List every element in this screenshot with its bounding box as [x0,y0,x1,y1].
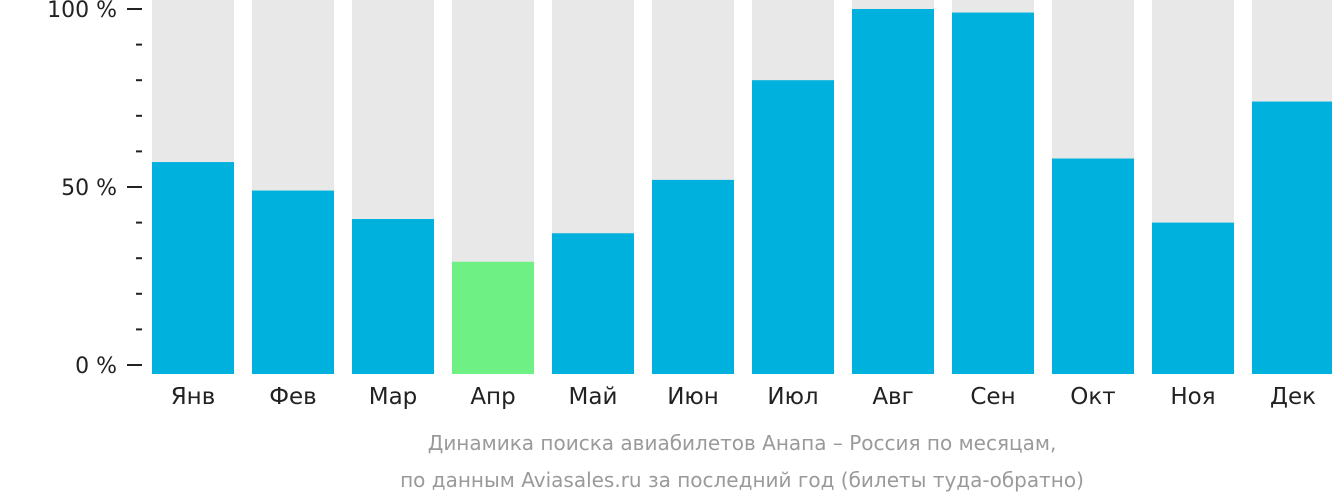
bar [652,179,734,374]
x-tick-label: Фев [269,384,317,410]
x-tick-label: Дек [1270,384,1316,410]
x-tick-label: Июл [767,384,818,410]
chart-title: Динамика поиска авиабилетов Анапа – Росс… [428,431,1057,455]
bar [1252,101,1332,374]
y-tick-label: 0 % [75,354,117,379]
y-tick-label: 100 % [47,0,117,23]
bar [952,12,1034,375]
x-tick-label: Янв [171,384,216,410]
bar [252,190,334,374]
x-tick-label: Мар [369,384,418,410]
bar [752,80,834,374]
y-axis: 0 % 50 % 100 % [47,0,142,379]
bar [452,261,534,374]
bar [1052,158,1134,374]
bar-group [152,9,1332,375]
bar [152,162,234,374]
bar [352,219,434,374]
y-tick-label: 50 % [61,176,117,201]
bar [852,9,934,374]
bar [1152,222,1234,374]
x-tick-label: Окт [1070,384,1115,410]
x-tick-label: Авг [872,384,913,410]
x-tick-label: Май [569,384,618,410]
chart-subtitle: по данным Aviasales.ru за последний год … [400,468,1084,492]
bar [552,233,634,374]
x-tick-label: Сен [970,384,1015,410]
x-tick-label: Апр [470,384,515,410]
x-tick-label: Ноя [1170,384,1215,410]
x-axis-labels: Янв Фев Мар Апр Май Июн Июл Авг Сен Окт Ноя Дек [171,384,1316,410]
x-tick-label: Июн [667,384,719,410]
